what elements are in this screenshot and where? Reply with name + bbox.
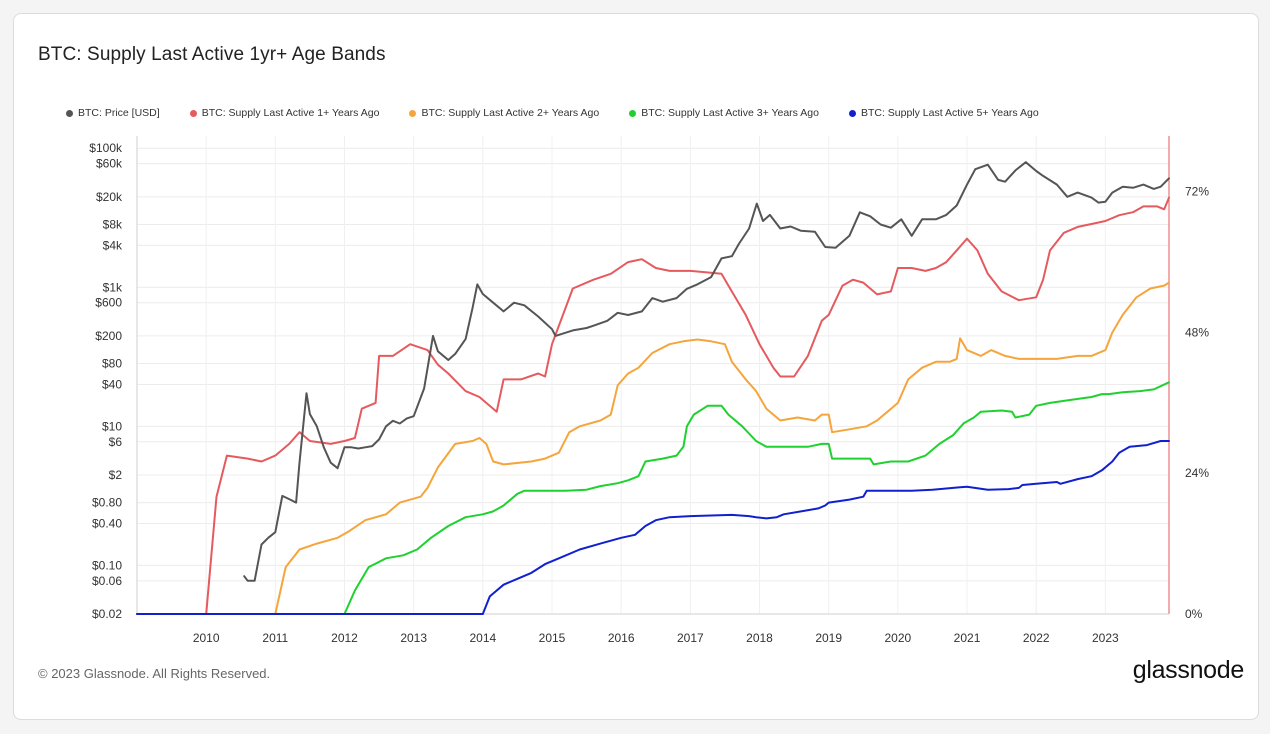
x-tick-label: 2016 (608, 631, 635, 645)
series-line-3 (136, 381, 1170, 615)
y-left-tick-label: $100k (89, 141, 123, 155)
legend-label-5yr: BTC: Supply Last Active 5+ Years Ago (860, 107, 1039, 119)
series-line-0 (243, 161, 1170, 582)
x-tick-label: 2010 (193, 631, 220, 645)
glassnode-logo: glassnode (1132, 656, 1245, 684)
x-tick-label: 2015 (539, 631, 566, 645)
y-right-tick-label: 0% (1185, 607, 1203, 621)
y-left-tick-label: $0.40 (92, 517, 122, 531)
y-left-tick-label: $2 (109, 468, 123, 482)
legend-item-2yr[interactable]: BTC: Supply Last Active 2+ Years Ago (409, 107, 599, 119)
y-left-tick-label: $600 (95, 296, 122, 310)
x-tick-label: 2018 (746, 631, 773, 645)
x-tick-label: 2017 (677, 631, 704, 645)
x-tick-label: 2014 (469, 631, 496, 645)
legend-label-price: BTC: Price [USD] (78, 107, 160, 119)
y-right-tick-label: 72% (1185, 185, 1209, 199)
legend-item-3yr[interactable]: BTC: Supply Last Active 3+ Years Ago (629, 107, 819, 119)
x-tick-label: 2021 (954, 631, 981, 645)
y-left-tick-label: $60k (96, 157, 123, 171)
y-left-tick-label: $0.02 (92, 607, 122, 621)
y-left-tick-label: $6 (109, 435, 123, 449)
legend-label-1yr: BTC: Supply Last Active 1+ Years Ago (201, 107, 380, 119)
chart-card (13, 13, 1259, 720)
y-left-tick-label: $0.80 (92, 496, 122, 510)
legend-dot-3yr-icon (629, 109, 637, 117)
x-tick-label: 2023 (1092, 631, 1119, 645)
copyright-footer: © 2023 Glassnode. All Rights Reserved. (38, 666, 271, 681)
legend-label-3yr: BTC: Supply Last Active 3+ Years Ago (641, 107, 819, 119)
legend-item-5yr[interactable]: BTC: Supply Last Active 5+ Years Ago (848, 107, 1039, 119)
y-left-tick-label: $1k (103, 280, 123, 294)
y-left-tick-label: $0.10 (92, 558, 122, 572)
series-line-1 (136, 196, 1170, 615)
x-tick-label: 2022 (1023, 631, 1050, 645)
y-left-tick-label: $200 (95, 329, 122, 343)
y-right-tick-label: 48% (1185, 325, 1209, 339)
legend-label-2yr: BTC: Supply Last Active 2+ Years Ago (421, 107, 600, 119)
legend-dot-2yr-icon (409, 109, 417, 117)
y-left-tick-label: $4k (103, 238, 123, 252)
legend-dot-price-icon (66, 109, 73, 117)
x-tick-label: 2013 (400, 631, 427, 645)
x-tick-label: 2012 (331, 631, 358, 645)
y-left-tick-label: $0.06 (92, 574, 122, 588)
series-line-4 (136, 440, 1170, 615)
legend-dot-1yr-icon (189, 109, 197, 117)
legend-item-price[interactable]: BTC: Price [USD] (66, 107, 160, 119)
y-left-tick-label: $40 (102, 377, 122, 391)
legend: BTC: Price [USD] BTC: Supply Last Active… (66, 107, 1069, 119)
chart-title: BTC: Supply Last Active 1yr+ Age Bands (38, 44, 386, 65)
legend-item-1yr[interactable]: BTC: Supply Last Active 1+ Years Ago (189, 107, 380, 119)
x-tick-label: 2020 (885, 631, 912, 645)
y-left-tick-label: $10 (102, 419, 122, 433)
y-right-tick-label: 24% (1185, 466, 1209, 480)
legend-dot-5yr-icon (848, 109, 856, 117)
x-tick-label: 2019 (815, 631, 842, 645)
y-left-tick-label: $8k (103, 218, 123, 232)
y-left-tick-label: $20k (96, 190, 123, 204)
x-tick-label: 2011 (262, 631, 288, 645)
series-line-2 (136, 281, 1170, 615)
y-left-tick-label: $80 (102, 357, 122, 371)
